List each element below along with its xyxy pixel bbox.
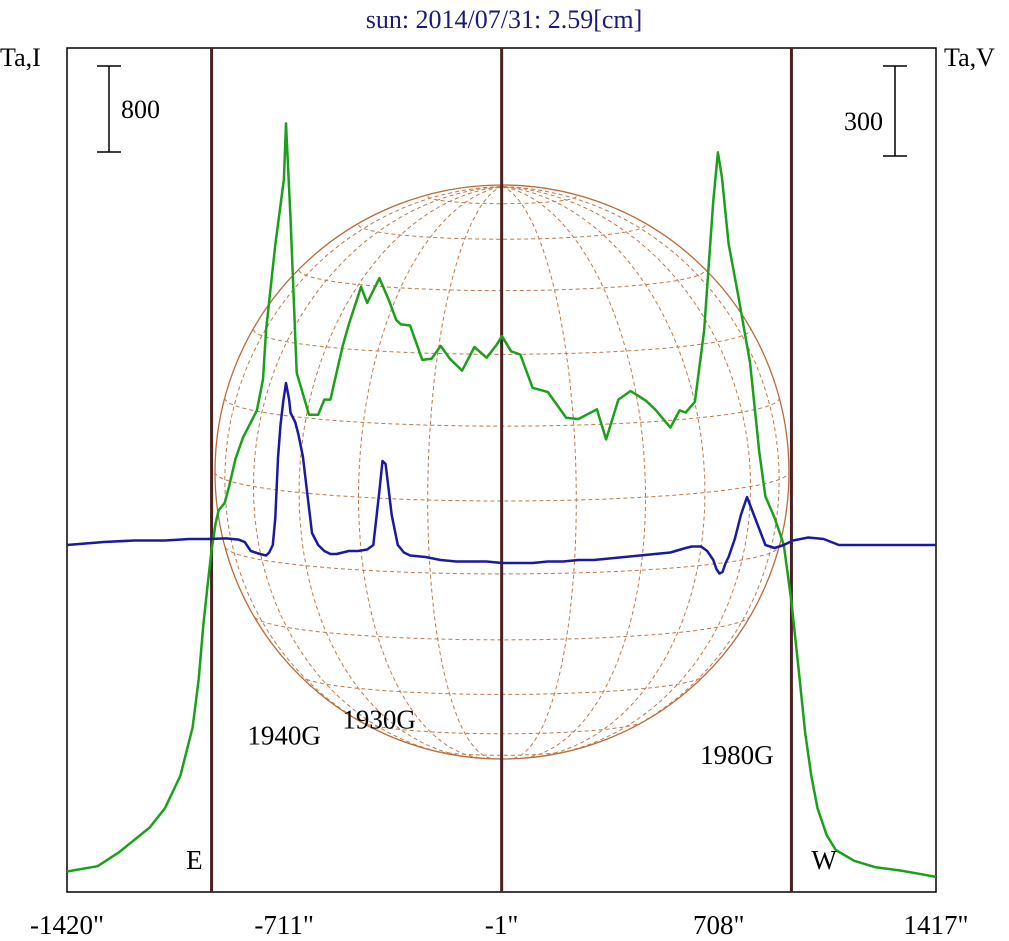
meridian-line (501, 186, 577, 759)
scale-bar-left: 800 (97, 65, 160, 153)
x-tick-label: 708" (693, 910, 745, 940)
annotations: 1940G 1930G 1980G (247, 705, 773, 770)
limb-label-e: E (186, 845, 203, 875)
x-tick-label: -711" (254, 910, 314, 940)
right-axis-label: Ta,V (944, 43, 995, 72)
field-annotation: 1930G (342, 705, 416, 735)
parallel-line (358, 224, 646, 240)
x-tick-label: -1420" (30, 910, 104, 940)
series-group (66, 122, 937, 879)
meridian-line (501, 186, 752, 755)
polarization-series-line (66, 381, 936, 575)
meridian-line (298, 186, 503, 758)
x-tick-label: -1" (485, 910, 519, 940)
field-annotation: 1940G (247, 721, 321, 751)
scale-bar-right: 300 (844, 65, 907, 157)
intensity-series-line (66, 122, 937, 879)
chart-title: sun: 2014/07/31: 2.59[cm] (366, 5, 643, 34)
limb-label-w: W (811, 845, 837, 875)
meridian-line (501, 186, 780, 737)
meridian-line (357, 186, 503, 759)
meridian-line (224, 186, 503, 737)
meridian-line (252, 186, 503, 755)
scale-bars: 800 300 (97, 65, 907, 157)
scale-bar-label: 300 (844, 107, 883, 136)
field-annotation: 1980G (700, 740, 774, 770)
x-tick-label: 1417" (903, 910, 968, 940)
parallel-line (214, 471, 790, 502)
meridian-line (501, 186, 706, 758)
meridian-line (427, 186, 503, 759)
scale-bar-label: 800 (121, 95, 160, 124)
meridian-line (501, 186, 647, 759)
parallel-line (434, 750, 570, 756)
parallel-line (254, 617, 750, 641)
limb-lines (210, 48, 793, 892)
left-axis-label: Ta,I (0, 43, 41, 72)
x-tick-labels: -1420" -711" -1" 708" 1417" (30, 910, 969, 940)
